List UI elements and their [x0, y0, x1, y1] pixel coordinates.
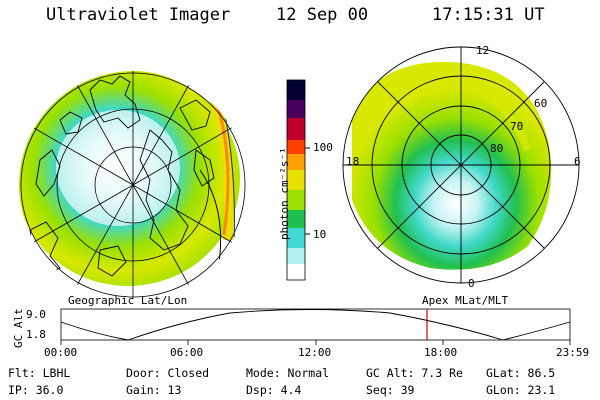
altitude-xtick: 00:00 — [44, 346, 78, 359]
seq-info: Seq: 39 — [366, 383, 415, 397]
altitude-curve — [60, 309, 571, 341]
glon-info: GLon: 23.1 — [486, 383, 556, 397]
dsp-info: Dsp: 4.4 — [246, 383, 302, 397]
mlat-label: 70 — [510, 120, 524, 133]
magnetic-map — [342, 46, 580, 284]
colorbar-seg — [287, 190, 305, 210]
colorbar-seg — [287, 140, 305, 154]
date-label: 12 Sep 00 — [276, 5, 369, 25]
colorbar — [286, 79, 310, 281]
mode-info: Mode: Normal — [246, 366, 330, 380]
altitude-ytick: 1.8 — [26, 328, 46, 341]
mlat-label: 60 — [534, 97, 548, 110]
mlt-label-left: 18 — [346, 155, 360, 168]
gain-info: Gain: 13 — [126, 383, 182, 397]
altitude-xtick: 12:00 — [298, 346, 332, 359]
colorbar-tick-label: 100 — [313, 141, 333, 154]
gc-alt-info: GC Alt: 7.3 Re — [366, 366, 463, 380]
mlt-label-top: 12 — [476, 44, 490, 57]
colorbar-seg — [287, 118, 305, 140]
altitude-xtick: 18:00 — [424, 346, 458, 359]
left-map-caption: Geographic Lat/Lon — [68, 294, 188, 307]
colorbar-tick-label: 10 — [313, 228, 327, 241]
colorbar-seg — [287, 80, 305, 100]
altitude-xtick: 23:59 — [556, 346, 590, 359]
colorbar-seg — [287, 210, 305, 228]
mlat-label: 80 — [490, 142, 504, 155]
filter-info: Flt: LBHL — [8, 366, 71, 380]
colorbar-unit-label: photon cm⁻²s⁻¹ — [278, 147, 291, 240]
colorbar-seg — [287, 100, 305, 118]
colorbar-seg — [287, 154, 305, 170]
right-map-caption: Apex MLat/MLT — [422, 294, 509, 307]
mlt-label-right: 6 — [574, 155, 581, 168]
mlt-label-bottom: 0 — [468, 277, 475, 290]
instrument-title: Ultraviolet Imager — [46, 5, 231, 25]
colorbar-seg — [287, 228, 305, 248]
glat-info: GLat: 86.5 — [486, 366, 556, 380]
colorbar-seg — [287, 248, 305, 264]
time-label: 17:15:31 UT — [432, 5, 545, 25]
altitude-plot — [60, 308, 571, 345]
door-info: Door: Closed — [126, 366, 210, 380]
altitude-ylabel: GC Alt — [12, 308, 25, 348]
colorbar-seg — [287, 264, 305, 280]
geographic-map — [19, 71, 247, 299]
altitude-xtick: 06:00 — [170, 346, 204, 359]
right-aurora-oval — [352, 61, 552, 270]
colorbar-seg — [287, 170, 305, 190]
altitude-ytick: 9.0 — [26, 308, 46, 321]
ip-info: IP: 36.0 — [8, 383, 64, 397]
